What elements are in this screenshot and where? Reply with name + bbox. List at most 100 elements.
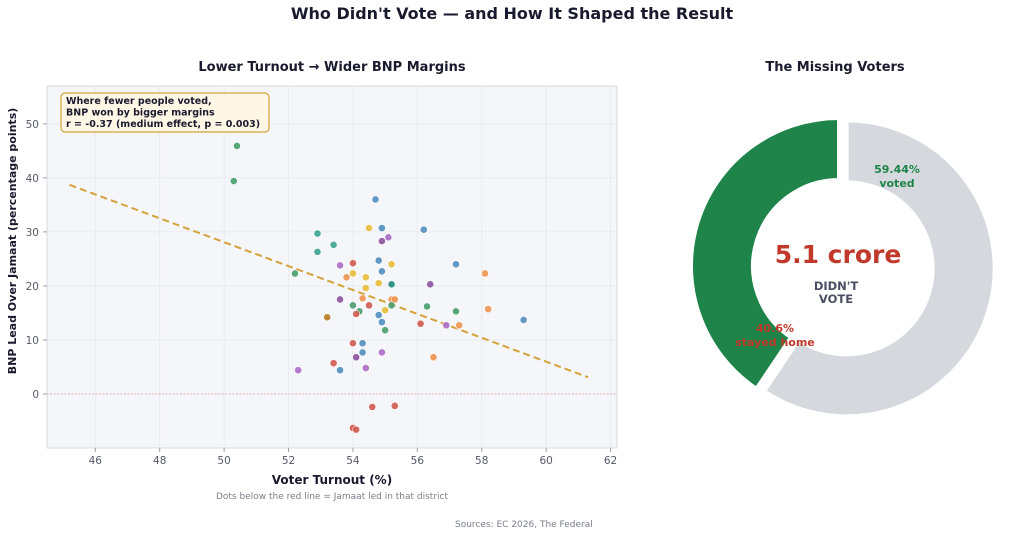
scatter-point (387, 260, 396, 269)
figure-title: Who Didn't Vote — and How It Shaped the … (290, 4, 734, 23)
annotation-line-3: r = -0.37 (medium effect, p = 0.003) (66, 119, 260, 130)
scatter-point (336, 366, 344, 375)
scatter-point (329, 359, 338, 368)
y-tick-label: 30 (26, 227, 39, 239)
stayed-home-label: stayed home (735, 336, 815, 349)
x-tick-label: 48 (153, 455, 166, 467)
plot-area (46, 85, 618, 449)
scatter-point (361, 273, 370, 282)
scatter-point (358, 339, 367, 348)
scatter-point (378, 318, 386, 327)
donut-slice-stayed-home (689, 115, 841, 392)
scatter-point (390, 295, 399, 304)
scatter-point (381, 326, 390, 335)
annotation-line-2: BNP won by bigger margins (66, 108, 215, 119)
center-value: 5.1 crore (775, 240, 902, 269)
scatter-point (352, 310, 361, 318)
scatter-point (229, 177, 238, 185)
stayed-home-percent-label: 40.6% (756, 322, 794, 335)
donut-slices (689, 115, 997, 419)
x-tick-label: 60 (539, 455, 552, 467)
donut-title: The Missing Voters (765, 60, 905, 75)
x-axis-label: Voter Turnout (%) (272, 473, 392, 487)
scatter-point (313, 247, 322, 256)
x-tick-label: 54 (346, 455, 360, 467)
y-tick-label: 40 (26, 173, 39, 185)
scatter-point (329, 240, 338, 249)
center-label-line-1: DIDN'T (814, 279, 859, 293)
scatter-point (390, 401, 399, 410)
scatter-point (349, 269, 357, 278)
scatter-point (365, 301, 373, 310)
scatter-point (323, 313, 332, 322)
scatter-point (381, 306, 390, 315)
scatter-point (426, 280, 435, 289)
scatter-point (384, 233, 393, 242)
sources-note: Sources: EC 2026, The Federal (455, 520, 593, 530)
scatter-point (361, 364, 370, 372)
scatter-point (387, 301, 396, 310)
y-tick-label: 50 (26, 119, 39, 131)
scatter-point (361, 284, 370, 292)
scatter-point (349, 339, 357, 348)
scatter-point (352, 353, 361, 362)
scatter-point (442, 321, 451, 330)
x-tick-label: 58 (475, 455, 488, 467)
scatter-point (349, 259, 357, 268)
scatter-point (455, 321, 464, 330)
grid-lines (47, 86, 617, 448)
x-ticks: 46 48 50 52 54 56 58 60 62 (89, 448, 617, 467)
y-ticks: 0 10 20 30 40 50 (26, 119, 47, 401)
y-tick-label: 20 (26, 281, 39, 293)
annotation-line-1: Where fewer people voted, (66, 96, 212, 107)
scatter-point (374, 311, 383, 319)
scatter-point (378, 348, 386, 357)
donut-slice-voted (761, 118, 997, 419)
scatter-point (342, 273, 351, 282)
scatter-point (371, 195, 380, 204)
annotation-box: Where fewer people voted, BNP won by big… (60, 92, 270, 133)
scatter-chart: Lower Turnout → Wider BNP Margins 46 48 50… (6, 60, 618, 502)
scatter-point (352, 425, 361, 434)
scatter-point (374, 256, 383, 265)
x-tick-label: 56 (411, 455, 425, 467)
x-tick-label: 62 (604, 455, 617, 467)
y-tick-label: 0 (32, 389, 39, 401)
x-tick-label: 50 (217, 455, 230, 467)
voted-percent-label: 59.44% (874, 163, 920, 176)
scatter-point (378, 224, 386, 232)
scatter-point (349, 301, 357, 310)
scatter-point (519, 316, 528, 324)
scatter-point (423, 302, 431, 311)
donut-chart: The Missing Voters 5.1 crore DIDN'T VOTE… (689, 60, 997, 419)
y-tick-label: 10 (26, 335, 39, 347)
scatter-point (452, 307, 460, 316)
x-tick-label: 52 (282, 455, 295, 467)
scatter-point (358, 294, 367, 303)
voted-label: voted (879, 177, 914, 190)
scatter-point (378, 267, 386, 276)
scatter-point (378, 237, 386, 245)
scatter-point (294, 366, 303, 375)
scatter-point (358, 348, 367, 357)
scatter-point (484, 305, 493, 314)
scatter-point (429, 353, 438, 362)
scatter-point (481, 269, 489, 278)
center-label-line-2: VOTE (819, 292, 853, 306)
x-axis-note: Dots below the red line = Jamaat led in … (216, 492, 448, 502)
scatter-point (419, 225, 428, 234)
trend-line (69, 183, 589, 379)
scatter-point (336, 261, 344, 270)
scatter-point (452, 260, 460, 269)
scatter-point (365, 224, 373, 232)
x-tick-label: 46 (89, 455, 103, 467)
scatter-point (291, 269, 299, 278)
scatter-title: Lower Turnout → Wider BNP Margins (198, 60, 466, 75)
y-axis-label: BNP Lead Over Jamaat (percentage points) (6, 108, 19, 375)
scatter-point (336, 295, 344, 304)
scatter-point (233, 142, 241, 150)
scatter-point (387, 280, 396, 289)
scatter-points (229, 142, 528, 434)
scatter-point (374, 279, 383, 288)
scatter-point (368, 403, 377, 411)
